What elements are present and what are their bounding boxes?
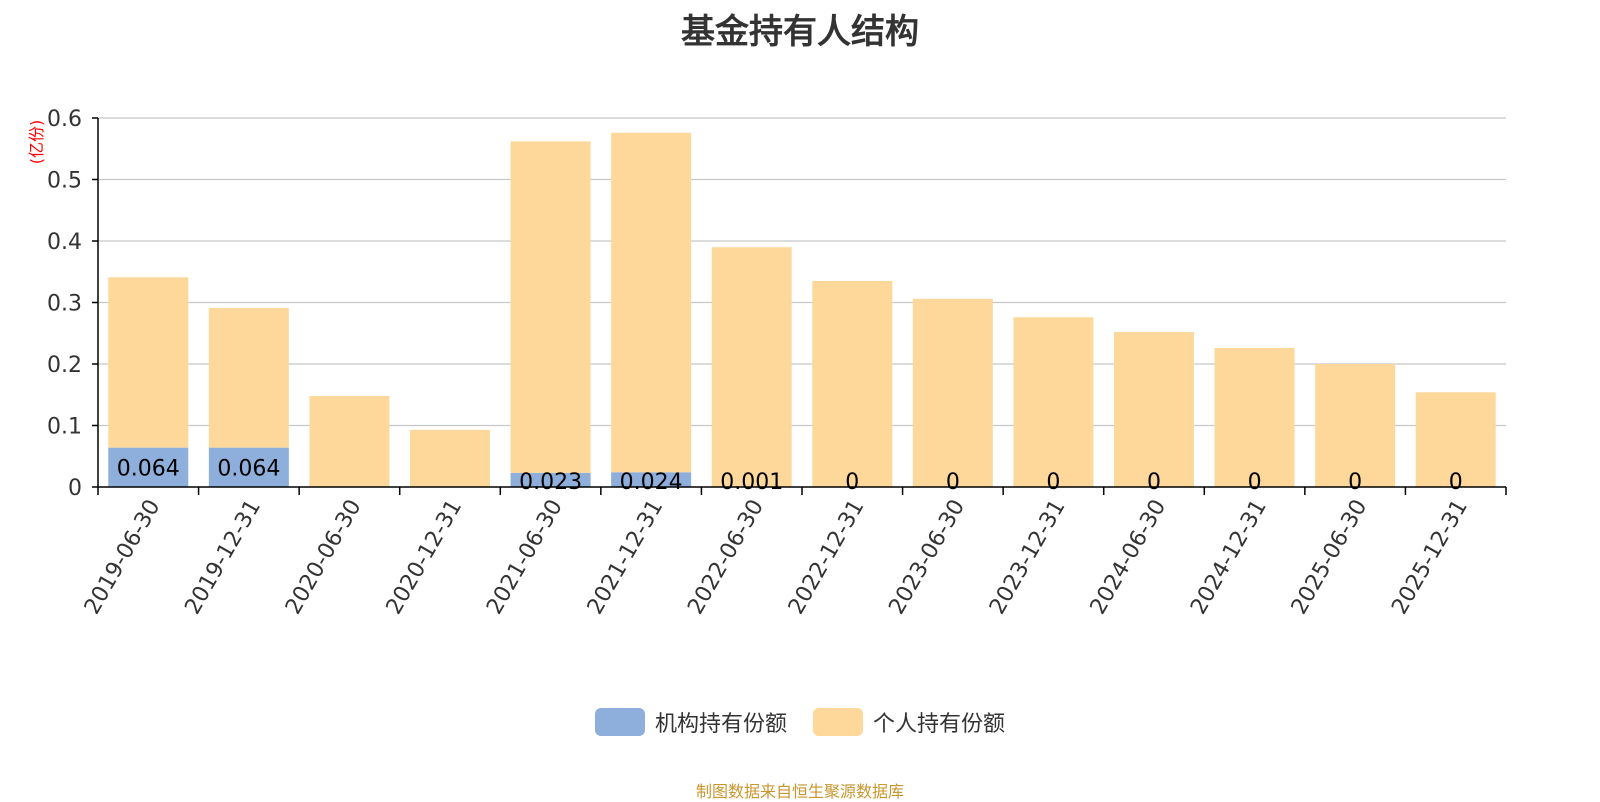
source-note: 制图数据来自恒生聚源数据库 [695, 782, 904, 801]
legend-label-individual: 个人持有份额 [873, 712, 1006, 737]
x-tick-label: 2020-06-30 [281, 496, 367, 619]
x-tick-label: 2019-12-31 [180, 496, 266, 619]
bar-individual [410, 429, 490, 487]
data-label-institution: 0 [1449, 470, 1463, 495]
bar-individual [1013, 317, 1094, 487]
y-tick-label: 0.5 [47, 169, 82, 194]
chart-title: 基金持有人结构 [681, 12, 919, 52]
data-label-institution: 0 [1147, 470, 1161, 495]
bar-individual [1315, 364, 1396, 487]
bar-individual [812, 280, 893, 487]
x-tick-label: 2020-12-31 [382, 496, 468, 619]
data-label-institution: 0.001 [720, 470, 783, 495]
x-tick-label: 2024-12-31 [1186, 496, 1272, 619]
bar-individual [1114, 332, 1194, 487]
bar-individual [108, 277, 189, 448]
x-tick-label: 2022-12-31 [784, 496, 870, 619]
y-tick-label: 0.1 [47, 415, 82, 440]
y-tick-label: 0 [68, 476, 82, 501]
y-tick-label: 0.4 [47, 230, 82, 255]
bar-individual [208, 308, 289, 448]
y-tick-label: 0.2 [47, 353, 82, 378]
y-tick-label: 0.6 [47, 107, 82, 132]
data-label-institution: 0 [1248, 470, 1262, 495]
bar-institution [510, 472, 591, 487]
x-tick-label: 2025-06-30 [1287, 496, 1373, 619]
bar-individual [309, 395, 390, 487]
x-tick-label: 2022-06-30 [683, 496, 769, 619]
x-tick-label: 2023-06-30 [884, 496, 970, 619]
data-label-institution: 0 [1046, 470, 1060, 495]
legend-item-individual[interactable]: 个人持有份额 [813, 706, 1005, 738]
x-tick-label: 2023-12-31 [985, 496, 1071, 619]
bar-individual [912, 298, 993, 487]
y-tick-label: 0.3 [47, 292, 82, 317]
data-label-institution: 0 [845, 470, 859, 495]
data-label-institution: 0.064 [117, 456, 180, 481]
bar-institution [208, 447, 289, 487]
data-label-institution: 0 [946, 470, 960, 495]
data-label-institution: 0 [1348, 470, 1362, 495]
legend-swatch-individual [813, 708, 863, 736]
legend-swatch-institution [594, 708, 645, 736]
data-label-institution: 0.064 [217, 456, 280, 481]
bar-individual [1214, 348, 1295, 487]
data-label-institution: 0.024 [620, 470, 683, 495]
x-tick-label: 2021-06-30 [482, 496, 568, 619]
bar-individual [711, 247, 792, 487]
x-tick-label: 2021-12-31 [583, 496, 669, 619]
legend-label-institution: 机构持有份额 [654, 712, 787, 737]
x-tick-label: 2025-12-31 [1387, 496, 1473, 619]
legend-item-institution[interactable]: 机构持有份额 [594, 706, 787, 738]
bar-institution [108, 447, 189, 487]
bar-individual [1415, 392, 1496, 487]
bar-individual [611, 132, 692, 473]
y-axis-title: (亿份) [27, 120, 46, 165]
bar-institution [611, 472, 692, 487]
x-tick-label: 2019-06-30 [80, 496, 166, 619]
legend: 机构持有份额 个人持有份额 [0, 706, 1600, 738]
bar-individual [510, 141, 591, 473]
data-label-institution: 0.023 [519, 470, 582, 495]
x-tick-label: 2024-06-30 [1086, 496, 1172, 619]
